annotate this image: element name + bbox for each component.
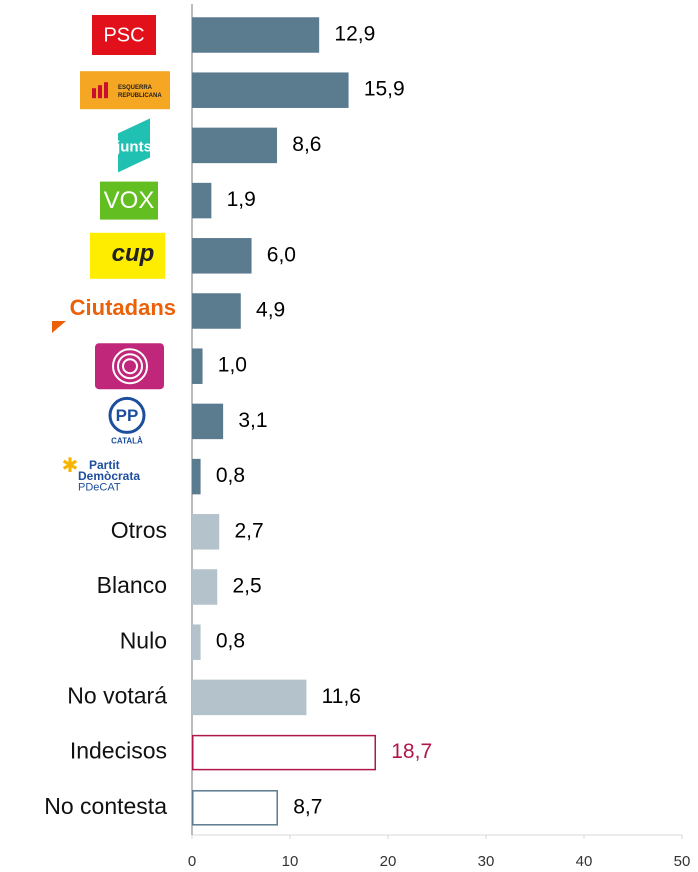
bar: [192, 624, 201, 660]
bar: [192, 458, 201, 495]
value-label: 2,7: [234, 519, 263, 542]
value-label: 1,0: [218, 354, 247, 377]
bar: [192, 182, 212, 219]
value-label: 1,9: [227, 188, 256, 211]
category-label: No votará: [67, 682, 167, 708]
value-label: 12,9: [334, 23, 375, 46]
bar: [192, 403, 224, 440]
x-tick-label: 20: [380, 853, 397, 870]
logo-psc: [92, 15, 156, 55]
x-tick-label: 40: [576, 853, 593, 870]
value-label: 11,6: [322, 685, 361, 708]
logo-podem-ring: [117, 353, 143, 380]
category-label: cup: [112, 240, 155, 267]
value-label: 18,7: [391, 740, 432, 763]
category-label: VOX: [104, 187, 155, 214]
value-label: 2,5: [233, 575, 262, 598]
bar: [192, 238, 252, 274]
category-label: Nulo: [120, 627, 167, 653]
value-label: 4,9: [256, 299, 285, 322]
category-label: ESQUERRA: [118, 85, 153, 91]
logo-erc-bar: [92, 88, 96, 99]
logo-cup: [90, 232, 165, 279]
category-label: Partit: [89, 458, 120, 472]
value-label: 0,8: [216, 630, 245, 653]
bar: [192, 17, 320, 53]
category-label: Otros: [111, 517, 167, 543]
bar: [192, 790, 279, 826]
logo-erc-bar: [104, 82, 108, 99]
category-label: Demòcrata: [78, 469, 140, 483]
value-label: 8,6: [292, 133, 321, 156]
bar: [192, 127, 278, 164]
logo-cs-mark: [52, 321, 66, 333]
value-label: 8,7: [293, 795, 322, 818]
category-label: Ciutadans: [70, 295, 176, 320]
category-label: No contesta: [44, 793, 167, 819]
value-label: 15,9: [364, 78, 405, 101]
x-tick-label: 30: [478, 853, 495, 870]
category-label: junts: [115, 138, 152, 155]
logo-vox: [100, 181, 158, 220]
logo-pdecat-star: ✱: [62, 455, 79, 477]
bar: [192, 734, 377, 771]
bar: [192, 293, 241, 329]
logo-junts: [118, 118, 150, 173]
logo-podem-ring: [122, 358, 138, 375]
category-label: Blanco: [97, 572, 167, 598]
bar: [192, 679, 307, 716]
category-label: REPUBLICANA: [118, 93, 162, 99]
value-label: 3,1: [238, 409, 267, 432]
x-tick-label: 10: [282, 853, 299, 870]
category-label: PSC: [103, 24, 144, 46]
bar: [192, 569, 218, 605]
logo-podem: [95, 343, 164, 390]
bar: [192, 348, 203, 384]
bar: [192, 72, 349, 108]
x-tick-label: 0: [188, 853, 196, 870]
value-label: 6,0: [267, 243, 296, 266]
logo-pp: [108, 396, 146, 434]
category-label: CATALÀ: [111, 437, 143, 446]
x-tick-label: 50: [674, 853, 691, 870]
value-label: 0,8: [216, 464, 245, 487]
logo-podem-ring: [112, 348, 148, 385]
category-label: PDeCAT: [78, 482, 121, 494]
category-label: PP: [116, 406, 139, 425]
logo-erc-bar: [98, 85, 102, 99]
category-label: Indecisos: [70, 738, 167, 764]
bar: [192, 514, 220, 550]
